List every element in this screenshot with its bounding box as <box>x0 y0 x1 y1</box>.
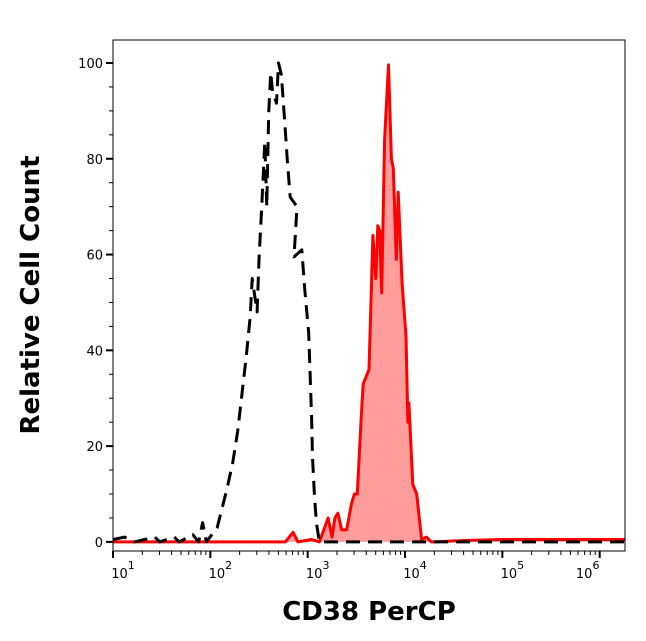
y-tick-label: 20 <box>86 440 103 455</box>
y-tick-label: 100 <box>78 57 103 72</box>
plot-area <box>112 61 625 544</box>
x-tick-label: 103 <box>306 559 330 582</box>
y-tick-label: 40 <box>86 344 103 359</box>
plot-frame <box>112 39 626 552</box>
x-tick-label: 101 <box>111 559 135 582</box>
series-line-cd38-percp <box>113 63 625 544</box>
y-tick-label: 60 <box>86 249 103 264</box>
x-tick-label: 102 <box>209 559 233 582</box>
y-tick-label: 0 <box>95 536 103 551</box>
y-axis-title: Relative Cell Count <box>16 155 46 434</box>
series-fill-cd38-percp <box>113 64 625 542</box>
x-axis-title: CD38 PerCP <box>282 597 456 627</box>
y-tick-label: 80 <box>86 153 103 168</box>
axes: 0 20 40 60 80 100 101 102 103 104 105 106 <box>78 57 601 582</box>
x-tick-label: 104 <box>403 559 427 582</box>
series-line-isotype-control <box>112 61 625 544</box>
x-tick-label: 106 <box>576 559 600 582</box>
x-tick-label: 105 <box>501 559 525 582</box>
